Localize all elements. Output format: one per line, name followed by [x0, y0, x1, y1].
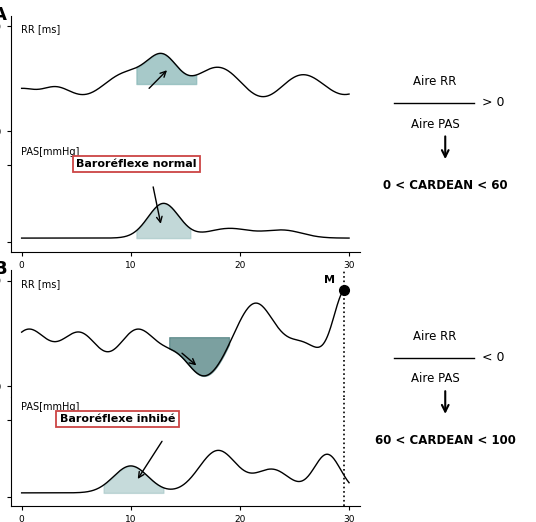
Text: 60 < CARDEAN < 100: 60 < CARDEAN < 100: [375, 434, 516, 447]
Text: Baroréflexe normal: Baroréflexe normal: [76, 159, 197, 169]
Text: PAS[mmHg]: PAS[mmHg]: [21, 147, 79, 157]
Text: > 0: > 0: [482, 97, 504, 110]
Text: Aire RR: Aire RR: [413, 330, 457, 343]
Text: < 0: < 0: [482, 351, 504, 364]
Text: M: M: [324, 275, 335, 285]
Text: PAS[mmHg]: PAS[mmHg]: [21, 402, 79, 412]
Text: A: A: [0, 6, 7, 23]
Text: Aire PAS: Aire PAS: [411, 373, 459, 385]
Text: B: B: [0, 260, 7, 278]
Text: RR [ms]: RR [ms]: [21, 25, 61, 34]
Text: [s]: [s]: [347, 271, 360, 281]
Text: 0 < CARDEAN < 60: 0 < CARDEAN < 60: [383, 179, 508, 192]
Text: Aire PAS: Aire PAS: [411, 117, 459, 130]
Text: Baroréflexe inhibé: Baroréflexe inhibé: [60, 414, 175, 424]
Text: RR [ms]: RR [ms]: [21, 279, 61, 289]
Text: Aire RR: Aire RR: [413, 75, 457, 88]
